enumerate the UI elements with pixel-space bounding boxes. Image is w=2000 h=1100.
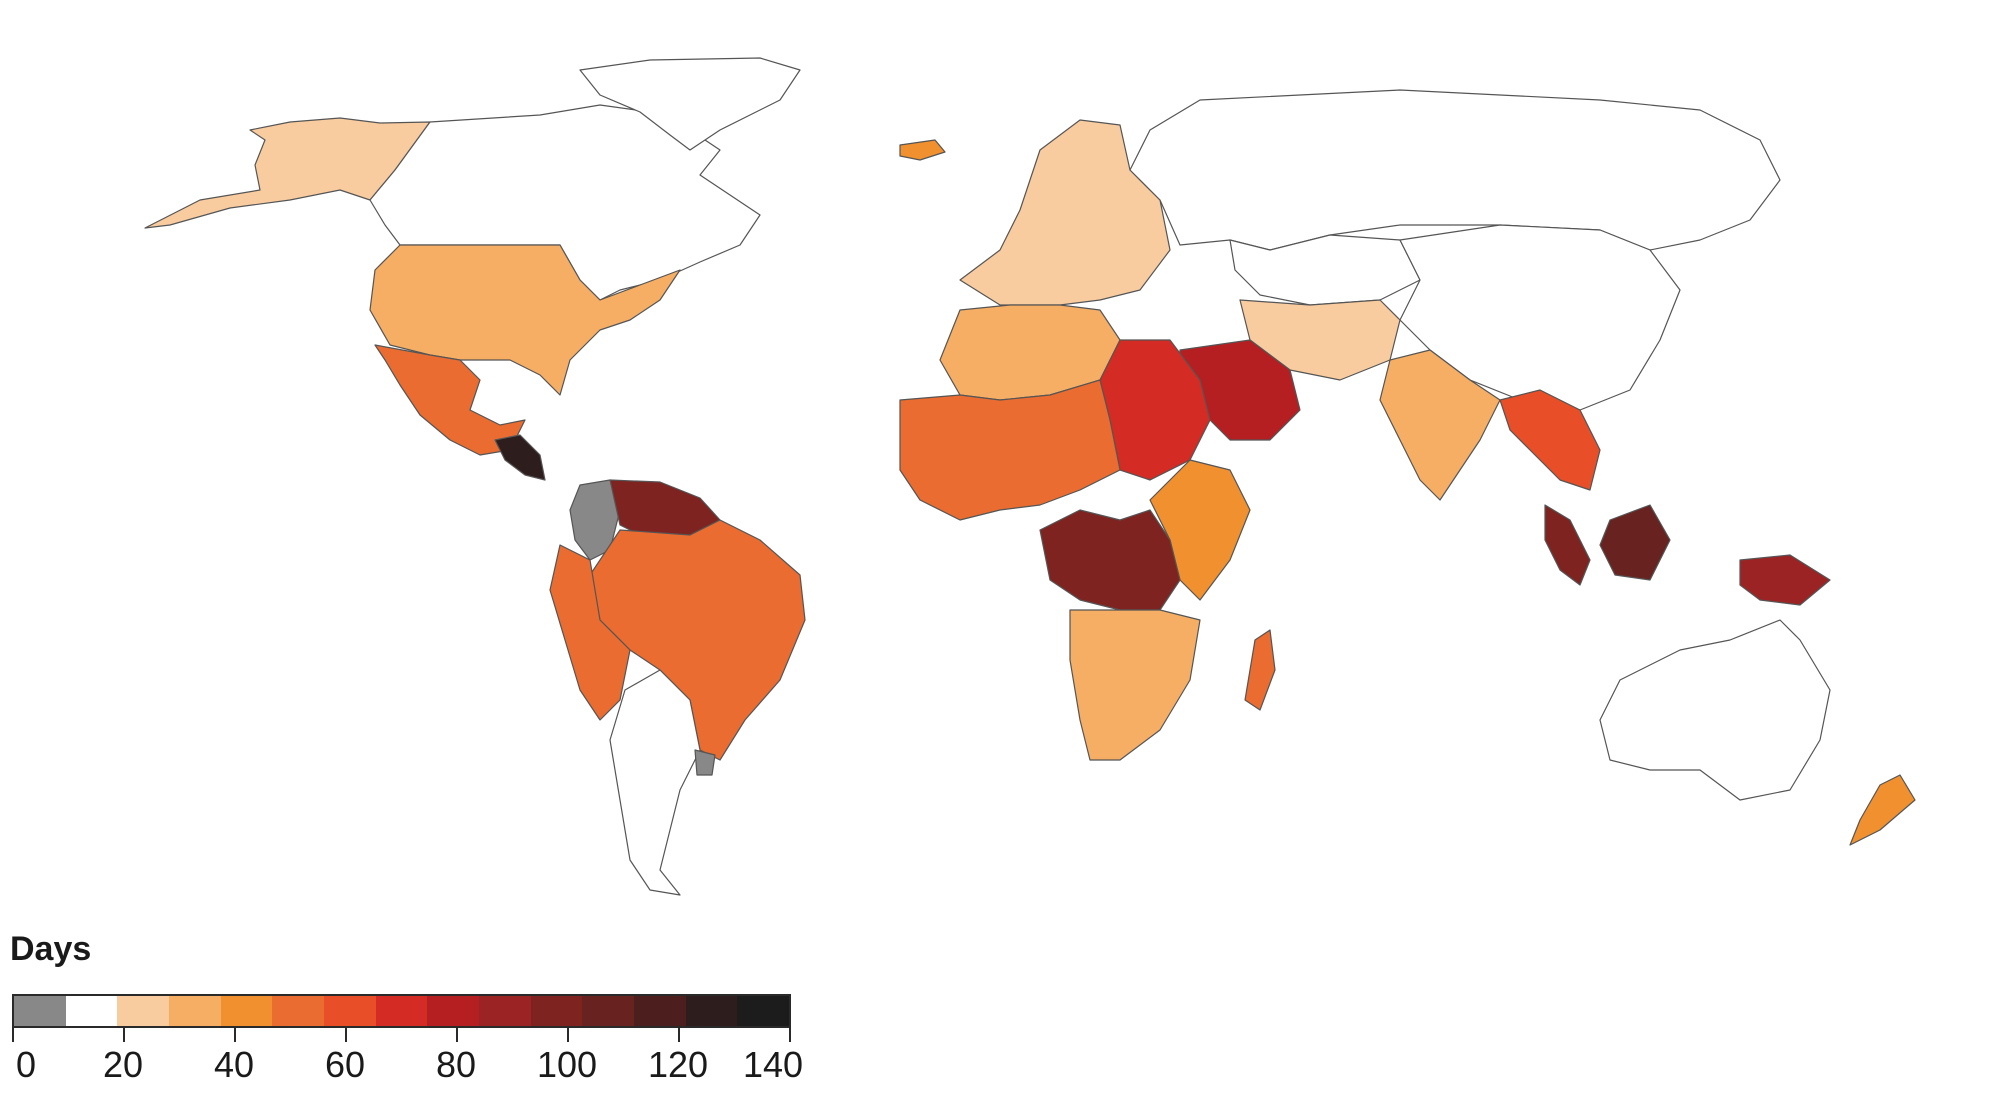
region-new-guinea: New Guinea: [1739, 554, 1831, 606]
region-western-europe: Western Europe: [959, 119, 1171, 306]
legend-swatch: [324, 996, 376, 1026]
legend-swatch: [427, 996, 480, 1026]
legend-tick-label: 120: [647, 1044, 709, 1085]
region-russia: Russia: [1129, 89, 1781, 251]
region-southern-africa: Southern Africa: [1069, 609, 1201, 761]
region-australia: Australia: [1599, 619, 1831, 801]
region-kazakhstan: Kazakhstan: [1229, 234, 1421, 306]
region-myanmar: Myanmar: [1499, 389, 1601, 491]
legend-swatch: [737, 996, 790, 1026]
region-peru: Peru: [549, 544, 631, 721]
legend-swatch: [14, 996, 66, 1026]
legend-color-bar: [12, 994, 791, 1028]
region-alaska: Alaska: [144, 117, 431, 229]
world-map: Alaska Canada Greenland USA Mexico Guate…: [144, 57, 1916, 896]
legend-tick-label: 40: [213, 1044, 255, 1085]
legend-tick-label: 0: [15, 1044, 37, 1085]
region-madagascar: Madagascar: [1244, 629, 1276, 711]
legend-swatch: [479, 996, 531, 1026]
region-guatemala: Guatemala: [494, 434, 546, 481]
region-uruguay: Uruguay: [694, 749, 716, 776]
legend-title: Days: [10, 930, 92, 968]
legend-tick-mark: [678, 1028, 680, 1042]
legend-tick-label: 140: [742, 1044, 804, 1085]
region-india: India: [1379, 349, 1501, 501]
legend-tick-mark: [567, 1028, 569, 1042]
color-legend: Days 0 20 40 60 80 100 120 140: [10, 930, 810, 1090]
legend-swatch: [65, 996, 118, 1026]
region-china: China: [1399, 224, 1681, 411]
legend-tick-mark: [345, 1028, 347, 1042]
legend-tick-label: 100: [536, 1044, 598, 1085]
legend-swatch: [530, 996, 583, 1026]
legend-swatch: [272, 996, 325, 1026]
region-iceland: Iceland: [899, 139, 946, 161]
legend-tick-mark: [234, 1028, 236, 1042]
legend-tick-label: 80: [435, 1044, 477, 1085]
legend-tick-label: 20: [102, 1044, 144, 1085]
legend-swatch: [117, 996, 170, 1026]
region-sumatra: Sumatra: [1544, 504, 1591, 586]
legend-tick-mark: [789, 1028, 791, 1042]
region-borneo: Borneo: [1599, 504, 1671, 581]
legend-tick-label: 60: [324, 1044, 366, 1085]
legend-tick-mark: [12, 1028, 14, 1042]
legend-swatch: [220, 996, 273, 1026]
legend-swatch: [685, 996, 738, 1026]
region-east-africa: East Africa: [1149, 459, 1251, 601]
region-argentina: Argentina: [609, 669, 701, 896]
region-new-zealand: New Zealand: [1849, 774, 1916, 846]
legend-ticks: 0 20 40 60 80 100 120 140: [12, 1028, 803, 1088]
legend-swatch: [582, 996, 635, 1026]
legend-swatch: [375, 996, 428, 1026]
region-central-africa: Central Africa: [1039, 509, 1181, 611]
legend-tick-mark: [123, 1028, 125, 1042]
legend-swatch: [634, 996, 686, 1026]
legend-tick-mark: [456, 1028, 458, 1042]
legend-swatch: [169, 996, 221, 1026]
region-west-africa: West Africa: [899, 379, 1121, 521]
region-greenland: Greenland: [579, 57, 801, 151]
